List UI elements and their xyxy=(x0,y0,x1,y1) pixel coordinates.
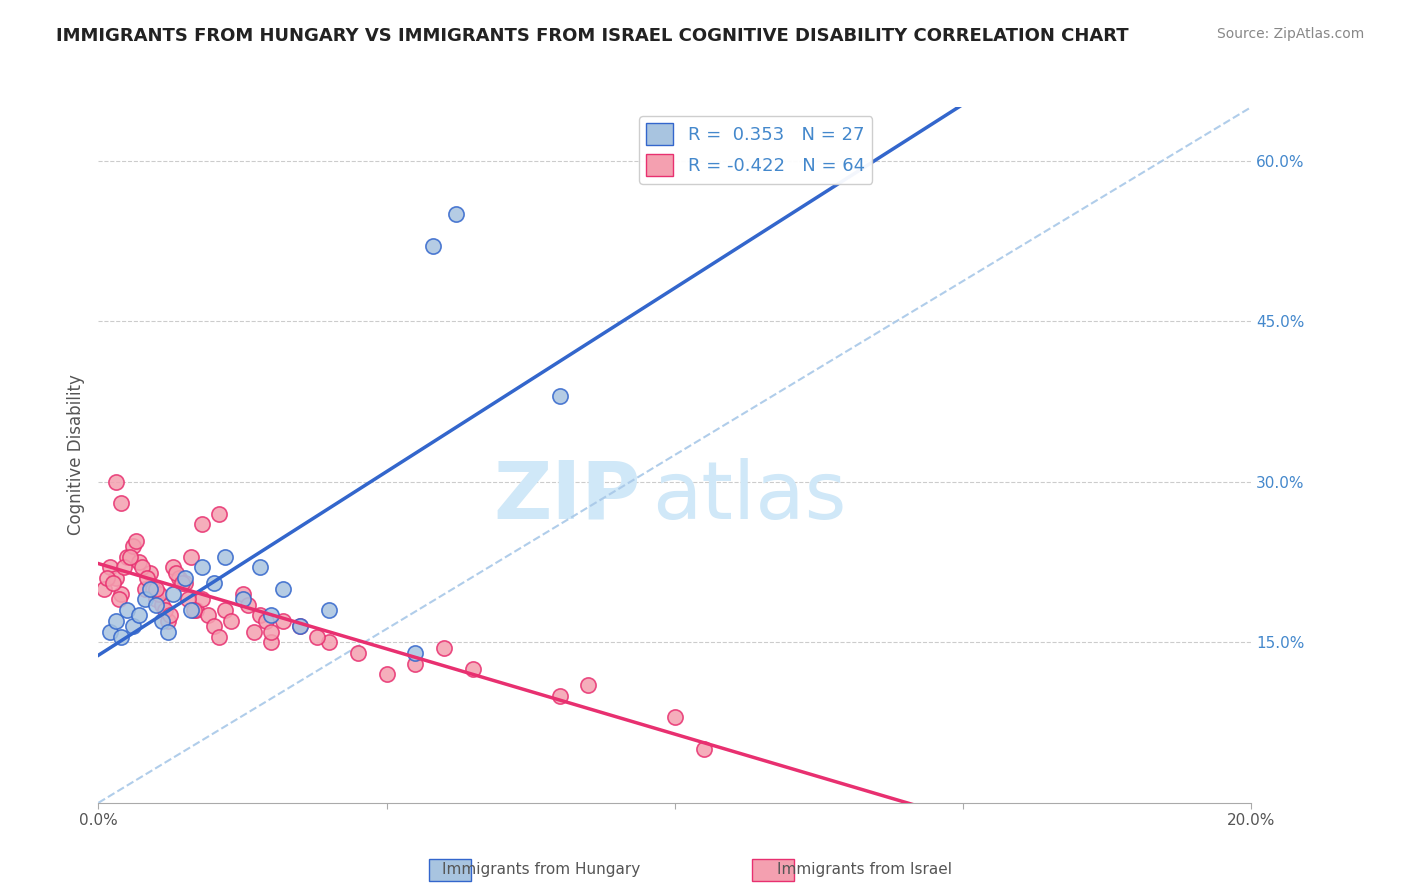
Point xyxy=(174,571,197,585)
Point xyxy=(271,614,294,628)
Text: Source: ZipAtlas.com: Source: ZipAtlas.com xyxy=(1216,27,1364,41)
Point xyxy=(117,549,139,564)
Point xyxy=(197,608,219,623)
Point xyxy=(107,592,129,607)
Point xyxy=(231,592,254,607)
Point xyxy=(134,582,156,596)
Point xyxy=(122,619,145,633)
Text: atlas: atlas xyxy=(652,458,846,536)
Point xyxy=(433,640,456,655)
Point xyxy=(145,582,167,596)
Point xyxy=(249,560,271,574)
Text: Immigrants from Hungary: Immigrants from Hungary xyxy=(441,863,641,877)
Point xyxy=(191,560,214,574)
Point xyxy=(576,678,599,692)
Point xyxy=(104,571,127,585)
Point xyxy=(139,566,162,580)
Point xyxy=(422,239,444,253)
Point xyxy=(548,389,571,403)
Y-axis label: Cognitive Disability: Cognitive Disability xyxy=(66,375,84,535)
Point xyxy=(260,635,283,649)
Text: IMMIGRANTS FROM HUNGARY VS IMMIGRANTS FROM ISRAEL COGNITIVE DISABILITY CORRELATI: IMMIGRANTS FROM HUNGARY VS IMMIGRANTS FR… xyxy=(56,27,1129,45)
Point xyxy=(96,571,118,585)
Point xyxy=(104,475,127,489)
Point xyxy=(101,576,124,591)
Point xyxy=(98,560,121,574)
Point xyxy=(180,549,202,564)
Point xyxy=(214,603,236,617)
Point xyxy=(159,608,181,623)
Point xyxy=(405,646,427,660)
Point xyxy=(110,496,132,510)
Point xyxy=(165,566,187,580)
Point xyxy=(238,598,260,612)
Point xyxy=(131,560,153,574)
Point xyxy=(128,555,150,569)
Point xyxy=(548,689,571,703)
Point xyxy=(191,517,214,532)
Point xyxy=(191,592,214,607)
Point xyxy=(142,582,165,596)
Point xyxy=(444,207,467,221)
Point xyxy=(202,576,225,591)
Point xyxy=(112,560,135,574)
Point xyxy=(98,624,121,639)
Point xyxy=(156,614,179,628)
Point xyxy=(148,587,170,601)
Point xyxy=(260,624,283,639)
Point xyxy=(693,742,716,756)
Point xyxy=(153,603,176,617)
Point xyxy=(290,619,312,633)
Point xyxy=(183,603,205,617)
Point xyxy=(405,657,427,671)
Point xyxy=(125,533,148,548)
Point xyxy=(167,571,190,585)
Point xyxy=(136,571,159,585)
Point xyxy=(120,549,142,564)
Point xyxy=(122,539,145,553)
Point xyxy=(664,710,686,724)
Point xyxy=(134,592,156,607)
Point xyxy=(271,582,294,596)
Point xyxy=(231,587,254,601)
Text: Immigrants from Israel: Immigrants from Israel xyxy=(778,863,952,877)
Legend: R =  0.353   N = 27, R = -0.422   N = 64: R = 0.353 N = 27, R = -0.422 N = 64 xyxy=(640,116,872,184)
Point xyxy=(346,646,368,660)
Point xyxy=(254,614,277,628)
Point xyxy=(186,603,208,617)
Point xyxy=(145,592,167,607)
Point xyxy=(93,582,115,596)
Point xyxy=(150,614,173,628)
Point xyxy=(243,624,266,639)
Point xyxy=(214,549,236,564)
Point xyxy=(162,587,184,601)
Point xyxy=(208,630,231,644)
Point xyxy=(174,576,197,591)
Point xyxy=(202,619,225,633)
Point xyxy=(117,603,139,617)
Point xyxy=(104,614,127,628)
Point xyxy=(177,592,200,607)
Point xyxy=(110,587,132,601)
Point xyxy=(139,582,162,596)
Point xyxy=(110,630,132,644)
Point xyxy=(318,603,340,617)
Point xyxy=(219,614,242,628)
Point xyxy=(170,576,193,591)
Point xyxy=(318,635,340,649)
Point xyxy=(162,560,184,574)
Point xyxy=(128,608,150,623)
Point xyxy=(156,624,179,639)
Point xyxy=(375,667,398,681)
Point xyxy=(461,662,484,676)
Point xyxy=(145,598,167,612)
Point xyxy=(260,608,283,623)
Point xyxy=(307,630,329,644)
Point xyxy=(249,608,271,623)
Text: ZIP: ZIP xyxy=(494,458,640,536)
Point xyxy=(208,507,231,521)
Point xyxy=(290,619,312,633)
Point xyxy=(150,598,173,612)
Point xyxy=(180,603,202,617)
